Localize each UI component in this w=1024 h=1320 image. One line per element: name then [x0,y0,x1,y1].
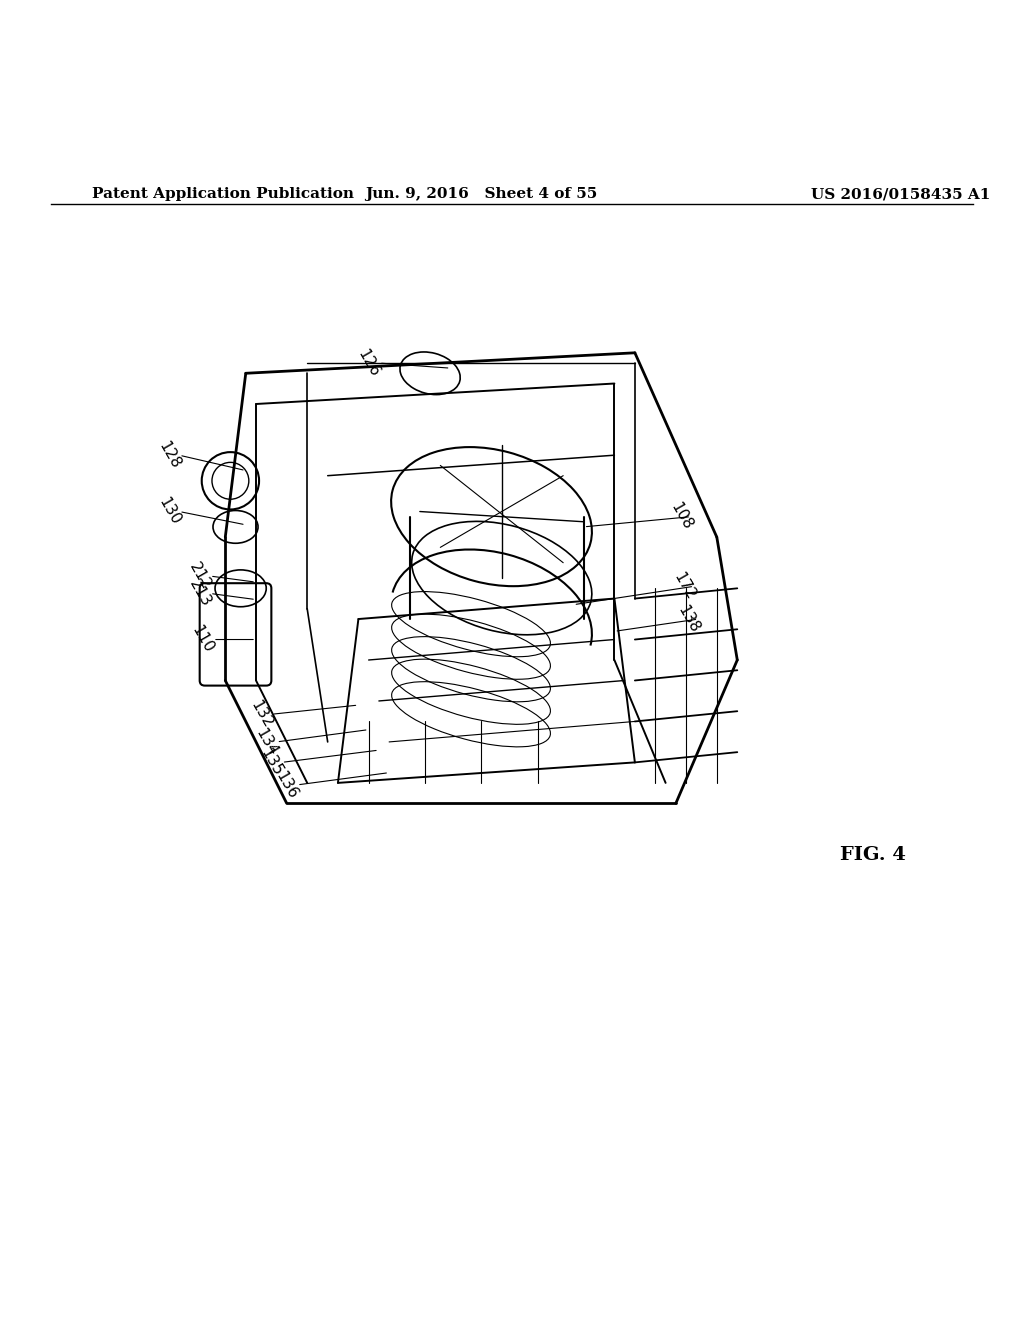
Text: 110: 110 [189,623,216,656]
Text: 134: 134 [253,726,280,758]
Text: 213: 213 [186,577,213,610]
Text: 212: 212 [186,560,213,593]
Text: 138: 138 [675,603,701,635]
Text: 172: 172 [671,570,697,602]
Text: FIG. 4: FIG. 4 [840,846,905,863]
Text: 126: 126 [355,347,382,379]
Text: 136: 136 [273,768,300,801]
Text: 108: 108 [668,500,694,533]
Text: Patent Application Publication: Patent Application Publication [92,187,354,201]
Text: US 2016/0158435 A1: US 2016/0158435 A1 [811,187,991,201]
Text: 132: 132 [248,698,274,730]
Text: 128: 128 [156,440,182,471]
Text: 130: 130 [156,495,182,528]
Text: Jun. 9, 2016   Sheet 4 of 55: Jun. 9, 2016 Sheet 4 of 55 [366,187,597,201]
Text: 135: 135 [258,746,285,779]
